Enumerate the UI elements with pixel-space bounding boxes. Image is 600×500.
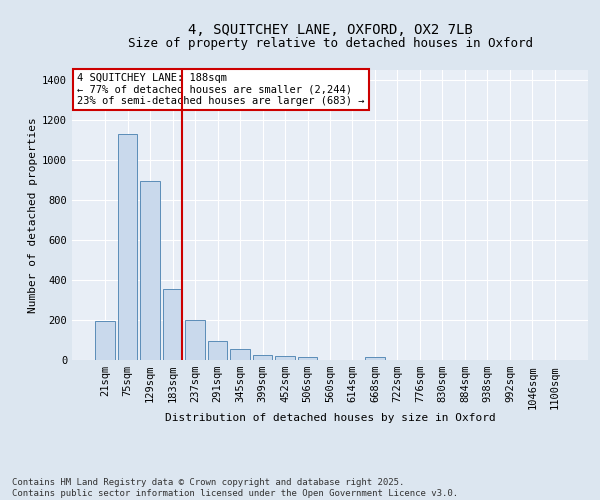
Bar [95,320,115,360]
Bar [253,355,272,360]
Y-axis label: Number of detached properties: Number of detached properties [28,117,38,313]
Text: Size of property relative to detached houses in Oxford: Size of property relative to detached ho… [128,38,533,51]
Bar [118,134,137,360]
Text: 4, SQUITCHEY LANE, OXFORD, OX2 7LB: 4, SQUITCHEY LANE, OXFORD, OX2 7LB [188,22,472,36]
X-axis label: Distribution of detached houses by size in Oxford: Distribution of detached houses by size … [164,413,496,423]
Bar [298,358,317,360]
Bar [230,348,250,360]
Bar [163,289,182,360]
Bar [185,320,205,360]
Text: Contains HM Land Registry data © Crown copyright and database right 2025.
Contai: Contains HM Land Registry data © Crown c… [12,478,458,498]
Bar [140,181,160,360]
Bar [208,342,227,360]
Bar [365,358,385,360]
Text: 4 SQUITCHEY LANE: 188sqm
← 77% of detached houses are smaller (2,244)
23% of sem: 4 SQUITCHEY LANE: 188sqm ← 77% of detach… [77,73,365,106]
Bar [275,356,295,360]
